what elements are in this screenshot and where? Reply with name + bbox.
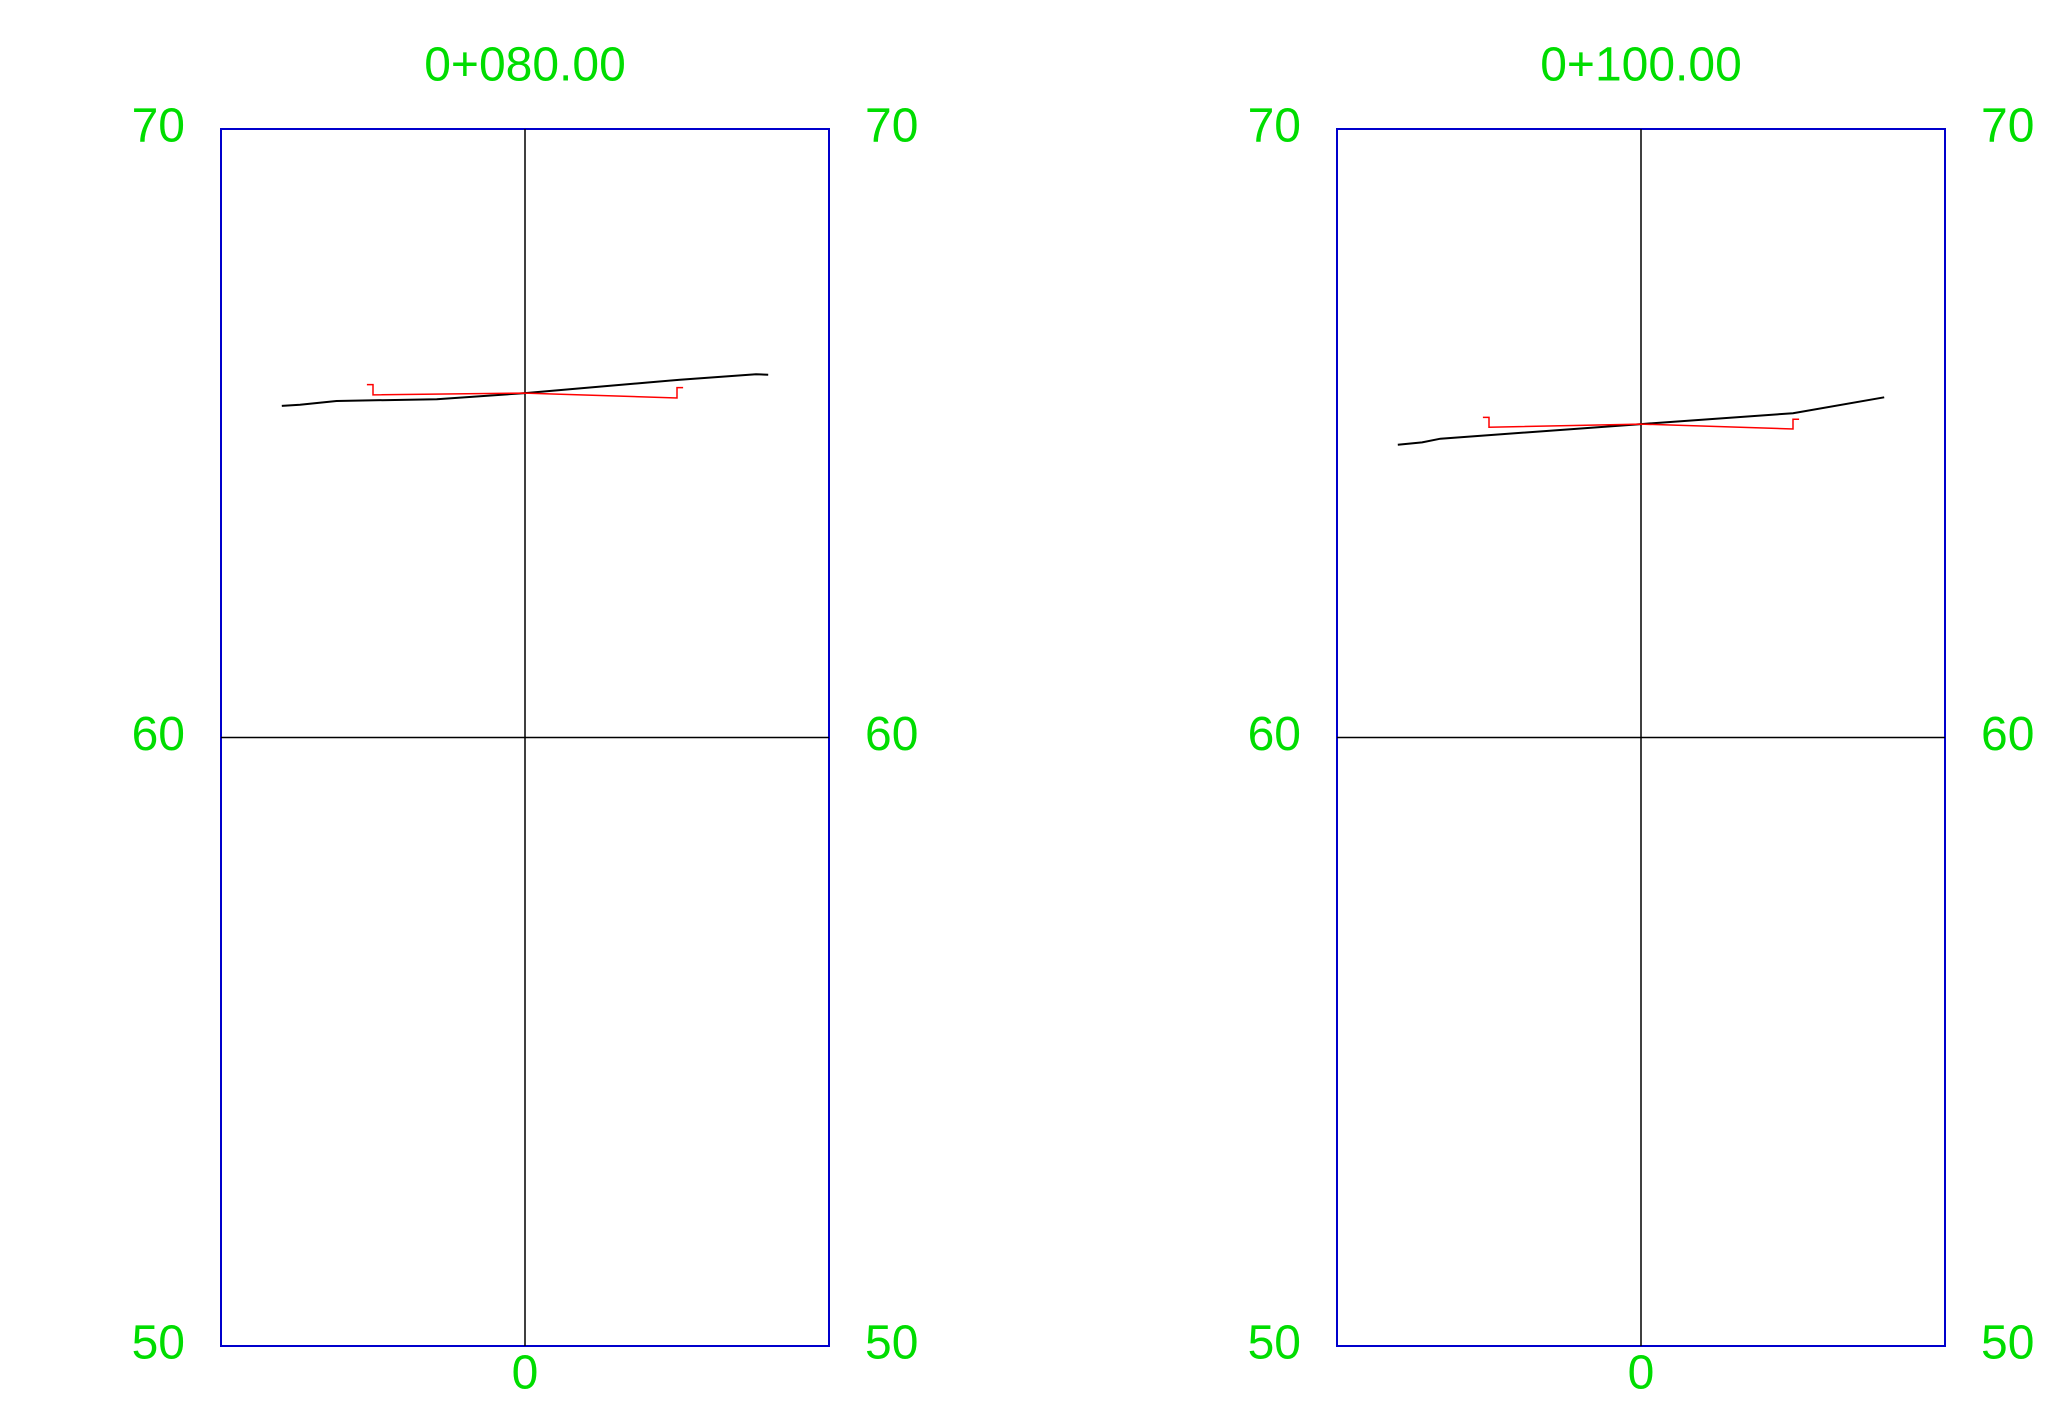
station-title: 0+080.00 [424,39,626,92]
elevation-label-right: 50 [865,1317,918,1370]
elevation-label-right: 50 [1981,1317,2034,1370]
design-template-line [1482,416,1800,430]
elevation-label-right: 70 [1981,100,2034,153]
existing-ground-line [281,373,769,407]
elevation-label-right: 60 [1981,708,2034,761]
station-title: 0+100.00 [1540,39,1742,92]
elevation-label-right: 70 [865,100,918,153]
section-panel-2: 0+100.00 70 70 60 60 50 50 0 [1248,39,2035,1400]
offset-label: 0 [1628,1347,1655,1400]
existing-ground-line [1397,396,1885,446]
elevation-label-left: 70 [1248,100,1301,153]
elevation-label-left: 50 [1248,1317,1301,1370]
elevation-label-left: 70 [132,100,185,153]
design-template-line [366,383,684,399]
elevation-label-left: 60 [132,708,185,761]
elevation-label-left: 50 [132,1317,185,1370]
section-panel-1: 0+080.00 70 70 60 60 50 50 0 [132,39,919,1400]
elevation-label-left: 60 [1248,708,1301,761]
offset-label: 0 [512,1347,539,1400]
elevation-label-right: 60 [865,708,918,761]
